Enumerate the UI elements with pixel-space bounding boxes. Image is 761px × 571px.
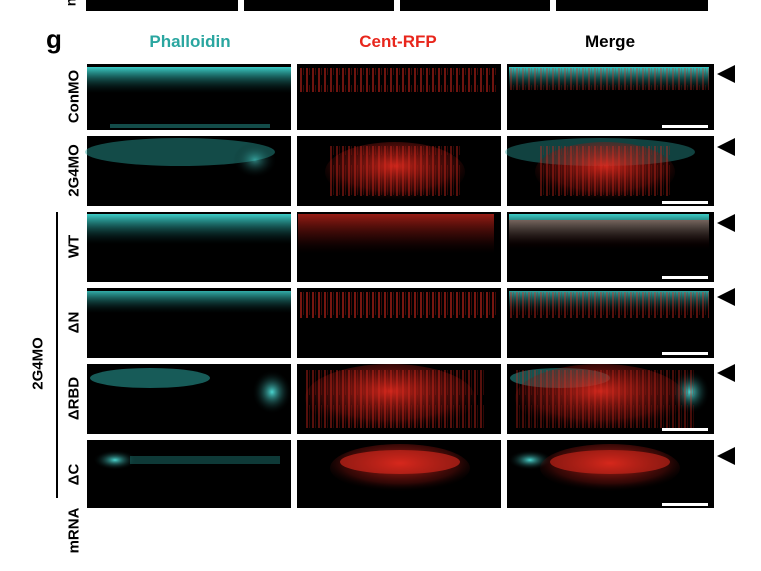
row-delta-c [87, 440, 714, 508]
row-delta-rbd [87, 364, 714, 434]
column-header-merge: Merge [584, 32, 636, 51]
panel-letter: g [46, 24, 62, 54]
top-fragment-panel-1 [86, 0, 238, 11]
top-fragment-panel-3 [400, 0, 550, 11]
top-fragment-panel-4 [556, 0, 708, 11]
row-conmo [87, 64, 714, 130]
column-header-phalloidin: Phalloidin [149, 32, 231, 51]
top-fragment-panel-2 [244, 0, 394, 11]
scale-bars [662, 125, 708, 506]
group-bracket [56, 212, 58, 498]
column-header-cent-rfp: Cent-RFP [359, 32, 437, 51]
row-wt [87, 212, 714, 282]
row-2g4mo [85, 136, 714, 206]
row-delta-n [87, 288, 714, 358]
arrowheads [717, 65, 735, 465]
